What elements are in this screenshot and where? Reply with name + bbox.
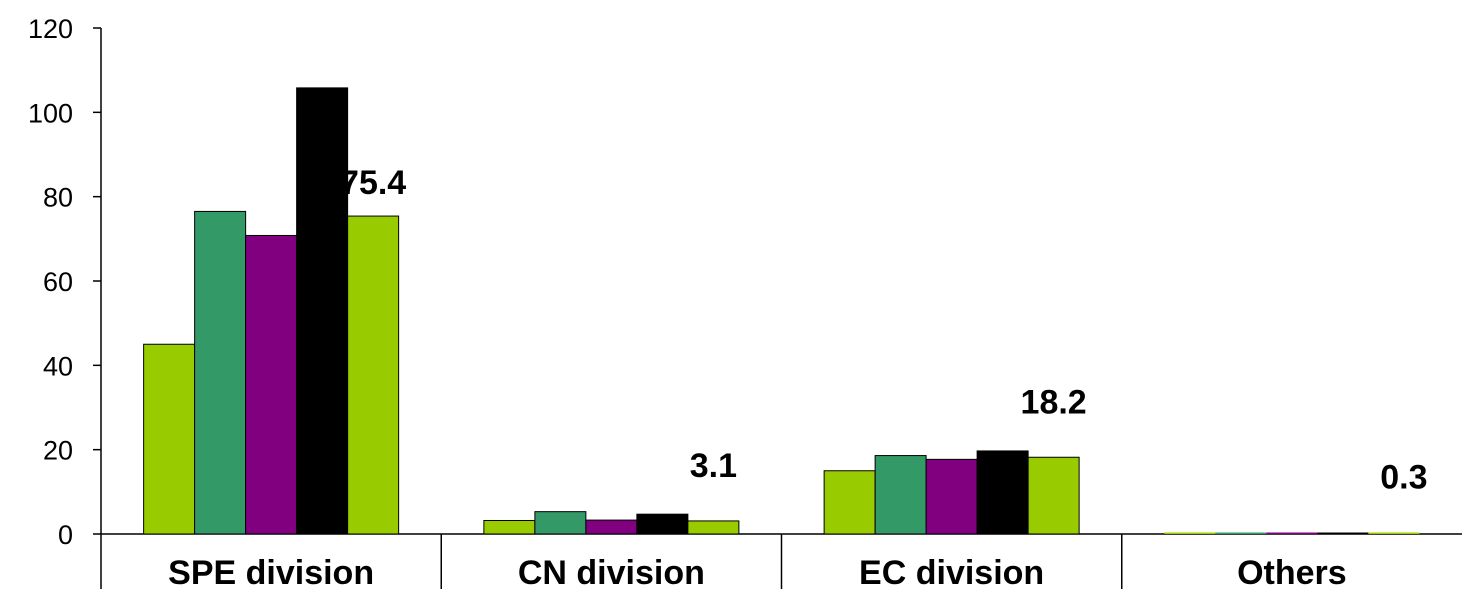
y-tick-label: 100 [28, 98, 73, 128]
y-tick-label: 0 [58, 520, 73, 550]
y-tick-label: 20 [43, 436, 73, 466]
category-label: CN division [518, 554, 705, 589]
bar [347, 215, 400, 535]
bar [143, 343, 196, 535]
bar [1317, 532, 1369, 534]
bar [585, 519, 638, 535]
labels-layer: SPE division CN division EC division Others… [168, 164, 1427, 592]
data-label: 18.2 [1021, 383, 1087, 421]
bar [1027, 456, 1080, 535]
data-label: 3.1 [690, 447, 737, 485]
bar [925, 458, 978, 535]
category-label: SPE division [168, 554, 374, 589]
bar [296, 87, 349, 535]
bar [1266, 532, 1318, 534]
bar [976, 450, 1029, 535]
bar [245, 234, 298, 535]
bar [534, 511, 587, 535]
bar [1368, 532, 1420, 534]
bar [194, 210, 247, 535]
category-label: EC division [859, 554, 1044, 589]
bar [1215, 532, 1267, 534]
data-label: 75.4 [340, 164, 406, 202]
bar [874, 455, 927, 535]
y-tick-label: 80 [43, 183, 73, 213]
category-label: Others [1237, 554, 1347, 589]
bars-layer [143, 87, 1420, 535]
y-tick-label: 120 [28, 14, 73, 44]
bar [687, 520, 740, 535]
bar [636, 513, 689, 535]
y-tick-label: 40 [43, 351, 73, 381]
bar [483, 520, 536, 535]
bar [1164, 532, 1216, 534]
bar [823, 470, 876, 535]
y-tick-label: 60 [43, 267, 73, 297]
data-label: 0.3 [1380, 459, 1427, 497]
